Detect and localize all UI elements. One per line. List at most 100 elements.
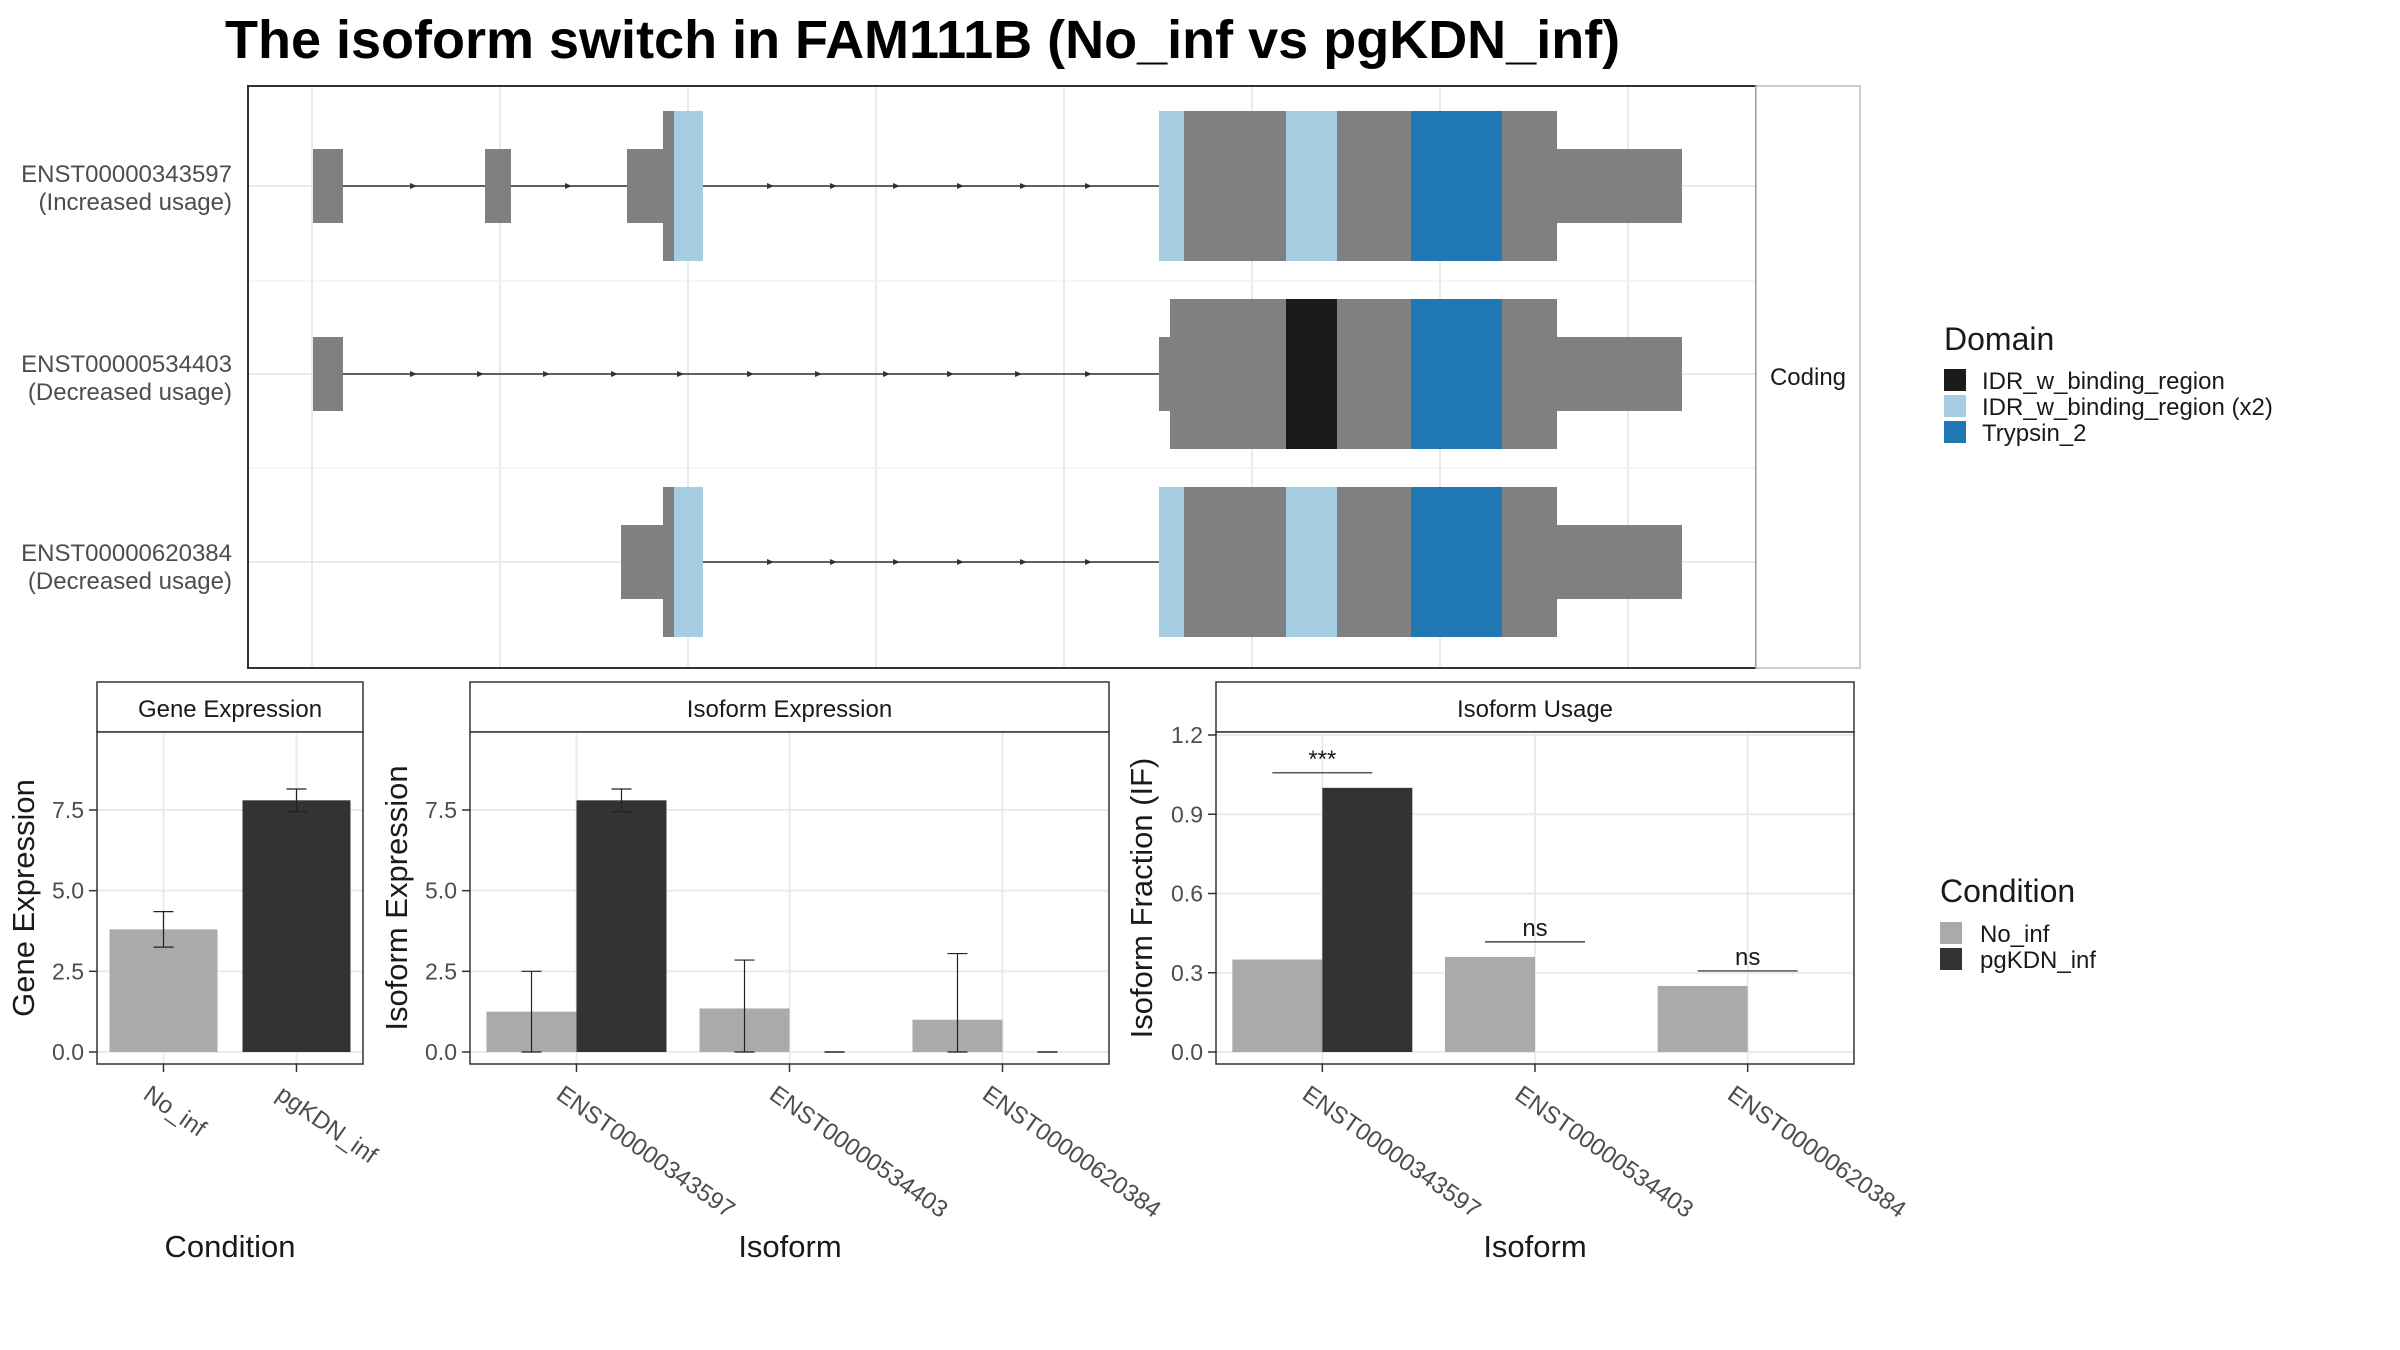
domain-legend: Domain IDR_w_binding_region IDR_w_bindin… — [1944, 321, 2273, 447]
plot-border — [1215, 731, 1855, 1065]
intron-arrow — [957, 183, 964, 189]
significance-label: *** — [1308, 746, 1336, 773]
condition-legend-label-0: No_inf — [1980, 921, 2050, 948]
isoform-expression-panel: Isoform Expression 0.0 2.5 5.0 7.5 ENST000003… — [379, 681, 1166, 1264]
utr-exon — [1557, 337, 1682, 411]
bar — [1232, 959, 1323, 1052]
y-tick-label: 5.0 — [52, 878, 84, 904]
intron-arrow — [747, 371, 754, 377]
condition-legend: Condition No_inf pgKDN_inf — [1940, 873, 2096, 974]
utr-exon — [485, 149, 511, 223]
domain-exon — [1159, 487, 1184, 637]
utr-exon — [621, 525, 663, 599]
coding-exon — [1502, 111, 1557, 261]
bar — [1322, 787, 1413, 1052]
condition-legend-title: Condition — [1940, 873, 2075, 909]
intron-arrow — [1085, 559, 1092, 565]
condition-legend-key-0 — [1940, 922, 1962, 944]
intron-arrow — [477, 371, 484, 377]
coding-exon — [1184, 111, 1286, 261]
y-tick-label: 0.0 — [52, 1039, 84, 1065]
coding-exon — [663, 111, 674, 261]
panel-strip-title: Isoform Usage — [1457, 696, 1613, 723]
isoform-usage-label: (Decreased usage) — [28, 379, 232, 406]
panel-strip-title: Isoform Expression — [687, 696, 892, 723]
utr-exon — [627, 149, 663, 223]
domain-exon — [1411, 487, 1502, 637]
y-tick-label: 5.0 — [425, 878, 457, 904]
intron-arrow — [957, 559, 964, 565]
panel-strip — [469, 681, 1110, 733]
y-axis-title: Isoform Fraction (IF) — [1124, 758, 1159, 1039]
y-axis-title: Gene Expression — [6, 779, 41, 1017]
utr-exon — [313, 337, 343, 411]
coding-exon — [1337, 487, 1411, 637]
intron-arrow — [410, 371, 417, 377]
x-axis-title: Condition — [165, 1229, 296, 1264]
intron-arrow — [893, 183, 900, 189]
x-tick-label: No_inf — [138, 1081, 211, 1143]
isoform-usage-label: (Increased usage) — [39, 189, 232, 216]
domain-legend-key-1 — [1944, 395, 1966, 417]
domain-exon — [1159, 111, 1184, 261]
condition-legend-label-1: pgKDN_inf — [1980, 947, 2096, 974]
domain-exon — [674, 111, 703, 261]
significance-label: ns — [1522, 915, 1547, 942]
domain-exon — [1411, 299, 1502, 449]
domain-legend-label-1: IDR_w_binding_region (x2) — [1982, 394, 2273, 421]
y-tick-label: 7.5 — [52, 797, 84, 823]
plot-border — [469, 731, 1110, 1065]
coding-exon — [1184, 487, 1286, 637]
figure-title: The isoform switch in FAM111B (No_inf vs… — [225, 10, 1620, 70]
bar — [242, 800, 351, 1052]
intron-arrow — [830, 183, 837, 189]
coding-exon — [1337, 111, 1411, 261]
panel-strip — [1215, 681, 1855, 733]
facet-strip-coding — [1755, 85, 1861, 669]
intron-arrow — [893, 559, 900, 565]
intron-arrow — [1015, 371, 1022, 377]
x-tick-label: ENST00000620384 — [1723, 1081, 1911, 1224]
intron-arrow — [947, 371, 954, 377]
isoform-id-label: ENST00000343597 — [21, 161, 232, 188]
bar — [1657, 985, 1748, 1052]
x-tick-label: ENST00000534403 — [1510, 1081, 1698, 1224]
utr-exon — [313, 149, 343, 223]
gene-expression-panel: Gene Expression 0.0 2.5 5.0 7.5 No_inf pgKDN_i… — [6, 681, 382, 1264]
coding-exon — [1170, 299, 1286, 449]
domain-legend-label-2: Trypsin_2 — [1982, 420, 2086, 447]
x-tick-label: ENST00000343597 — [551, 1081, 739, 1224]
isoform-label-1: ENST00000534403 (Decreased usage) — [21, 351, 232, 406]
x-tick-label: ENST00000620384 — [977, 1081, 1165, 1224]
y-tick-label: 0.6 — [1171, 881, 1203, 907]
intron-arrow — [815, 371, 822, 377]
x-tick-label: ENST00000534403 — [764, 1081, 952, 1224]
utr-exon — [1557, 149, 1682, 223]
panel-strip-title: Gene Expression — [138, 696, 322, 723]
intron-arrow — [767, 183, 774, 189]
intron-arrow — [883, 371, 890, 377]
structure-panel: Coding ENST00000343597 (Increased usage)… — [21, 85, 1861, 669]
facet-strip-label: Coding — [1770, 364, 1846, 391]
y-tick-label: 0.9 — [1171, 801, 1203, 827]
y-tick-label: 0.0 — [1171, 1039, 1203, 1065]
y-axis-title: Isoform Expression — [379, 765, 414, 1030]
intron-arrow — [1085, 371, 1092, 377]
domain-exon — [674, 487, 703, 637]
domain-legend-title: Domain — [1944, 321, 2054, 357]
utr-exon — [1557, 525, 1682, 599]
intron-arrow — [410, 183, 417, 189]
structure-tracks — [313, 111, 1682, 637]
panel-strip — [96, 681, 364, 733]
intron-arrow — [1020, 183, 1027, 189]
intron-arrow — [1085, 183, 1092, 189]
intron-arrow — [767, 559, 774, 565]
x-tick-label: ENST00000343597 — [1297, 1081, 1485, 1224]
isoform-label-0: ENST00000343597 (Increased usage) — [21, 161, 232, 216]
bar — [109, 929, 218, 1052]
y-tick-label: 1.2 — [1171, 722, 1203, 748]
intron-arrow — [611, 371, 618, 377]
isoform-label-2: ENST00000620384 (Decreased usage) — [21, 540, 232, 595]
domain-legend-label-0: IDR_w_binding_region — [1982, 368, 2225, 395]
